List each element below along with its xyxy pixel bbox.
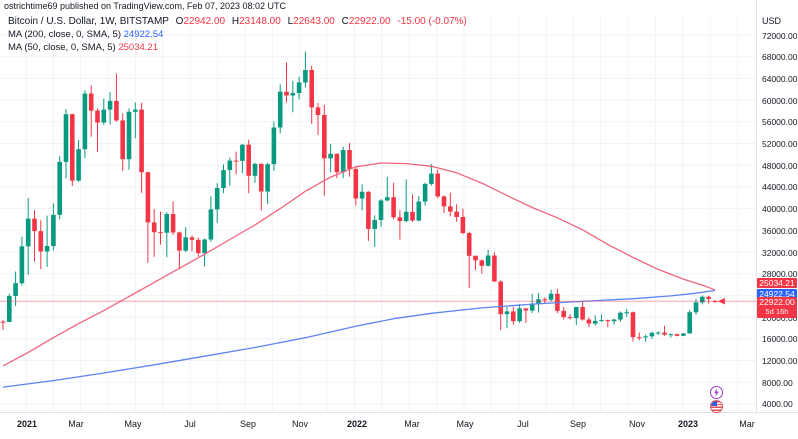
ma50-label: MA (50, close, 0, SMA, 5) [8, 42, 116, 53]
price-tick-label: 4000.00 [762, 399, 793, 410]
lightning-bolt-icon [714, 388, 719, 397]
price-tick-label: 12000.00 [762, 356, 798, 366]
ohlc-open-key: O [175, 16, 184, 27]
ohlc-low-value: 22643.00 [293, 16, 335, 27]
legend-ma50-row[interactable]: MA (50, close, 0, SMA, 5) 25034.21 [8, 41, 467, 54]
price-axis-currency: USD [762, 16, 782, 26]
chart-legend: Bitcoin / U.S. Dollar, 1W, BITSTAMP O229… [8, 15, 467, 54]
ma50-value: 25034.21 [118, 42, 158, 53]
change-value: -15.00 (-0.07%) [397, 16, 467, 27]
time-tick-label: Mar [68, 419, 84, 429]
time-tick-label: Sep [569, 419, 587, 429]
price-tick-label: 44000.00 [762, 182, 798, 193]
last-price-value: 22922.00 [759, 297, 795, 307]
ohlc-high-value: 23148.00 [239, 16, 281, 27]
price-tick-label: 56000.00 [762, 117, 798, 128]
time-tick-label: Nov [291, 419, 309, 429]
flag-canton [711, 400, 718, 406]
ma50-price-label: 25034.21 [757, 278, 797, 288]
ma200-price-label: 24922.54 [757, 288, 797, 299]
price-tick-label: 40000.00 [762, 204, 798, 215]
price-tick-label: 68000.00 [762, 52, 798, 63]
ohlc-high-key: H [231, 16, 240, 27]
bar-countdown: 5d 16h [765, 307, 789, 316]
legend-ma200-row[interactable]: MA (200, close, 0, SMA, 5) 24922.54 [8, 28, 467, 41]
time-tick-label: Jul [184, 419, 196, 429]
ma200-label: MA (200, close, 0, SMA, 5) [8, 29, 121, 40]
time-tick-label: 2023 [677, 419, 699, 429]
legend-symbol-row[interactable]: Bitcoin / U.S. Dollar, 1W, BITSTAMP O229… [8, 15, 467, 28]
time-axis[interactable]: 2021 Mar May Jul Sep Nov 2022 Mar May Jul Sep Nov 20… [0, 415, 798, 439]
symbol-title: Bitcoin / U.S. Dollar, 1W, BITSTAMP [8, 16, 169, 27]
ohlc-close-value: 22922.00 [348, 16, 391, 27]
lightning-pair-icon [710, 386, 723, 399]
price-tick-label: 64000.00 [762, 73, 798, 84]
price-tick-label: 72000.00 [762, 30, 798, 41]
price-tick-label: 36000.00 [762, 225, 798, 236]
ohlc-low-key: L [287, 16, 294, 27]
time-tick-label: Nov [628, 419, 646, 429]
price-tick-label: 8000.00 [762, 377, 793, 388]
time-tick-label: Jul [517, 419, 529, 429]
time-tick-label: Sep [239, 419, 257, 429]
time-tick-label: 2021 [16, 419, 38, 429]
price-tick-label: 28000.00 [762, 269, 798, 280]
ohlc-close-key: C [341, 16, 349, 27]
last-price-label: 22922.00 5d 16h [757, 297, 797, 318]
time-tick-label: Mar [739, 419, 755, 429]
price-tick-label: 32000.00 [762, 247, 798, 258]
time-tick-label: May [124, 419, 142, 429]
published-attribution: ostrichtime69 published on TradingView.c… [4, 1, 286, 11]
price-tick-label: 48000.00 [762, 160, 798, 171]
ohlc-open-value: 22942.00 [183, 16, 226, 27]
price-tick-label: 60000.00 [762, 95, 798, 106]
time-tick-label: Mar [404, 419, 420, 429]
time-tick-label: 2022 [346, 419, 368, 429]
time-tick-label: May [456, 419, 474, 429]
us-flag-pair-icon [710, 399, 723, 413]
price-tick-label: 52000.00 [762, 139, 798, 149]
price-axis[interactable]: 72000.00 68000.00 64000.00 60000.00 56000.00… [757, 0, 798, 412]
ma200-value: 24922.54 [123, 29, 164, 40]
price-tick-label: 16000.00 [762, 334, 798, 345]
